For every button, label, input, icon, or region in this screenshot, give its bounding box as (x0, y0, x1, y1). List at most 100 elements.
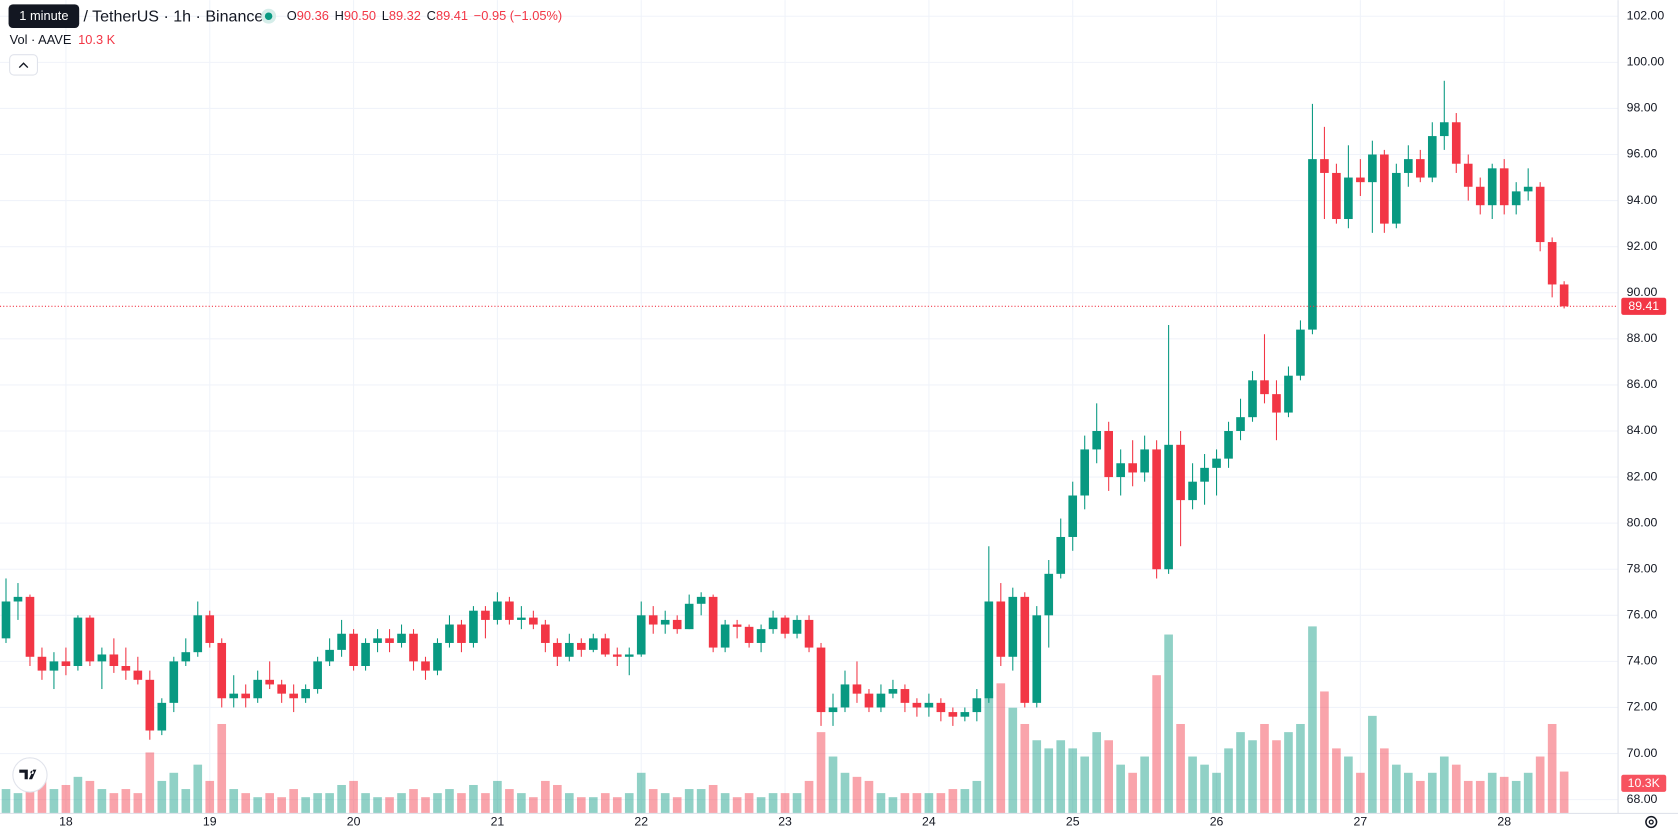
candle-body (1116, 463, 1125, 478)
x-tick-label: 22 (634, 814, 648, 828)
volume-bar (1116, 764, 1125, 814)
candle-body (1236, 417, 1245, 431)
tradingview-logo (12, 757, 48, 793)
candle-body (361, 642, 370, 666)
candle-body (313, 661, 322, 690)
y-tick-label: 70.00 (1627, 746, 1658, 760)
volume-bar (1104, 740, 1113, 814)
y-tick-label: 90.00 (1627, 285, 1658, 299)
volume-bar (1008, 707, 1018, 814)
x-tick-label: 20 (347, 814, 361, 828)
candle-body (900, 689, 910, 703)
volume-bar (193, 764, 203, 814)
volume-bar (1320, 691, 1329, 814)
volume-title: Vol · AAVE (10, 32, 72, 47)
candles (1, 80, 1569, 740)
volume-bar (1020, 723, 1030, 814)
volume-bar (696, 789, 706, 814)
candle-body (109, 654, 119, 666)
candle-body (517, 617, 526, 620)
candle-body (1284, 375, 1293, 413)
candle-body (864, 693, 874, 708)
volume-bar (1296, 723, 1305, 814)
candle-body (768, 617, 778, 630)
candle-body (1392, 172, 1401, 224)
volume-bar (576, 797, 586, 814)
y-tick-label: 86.00 (1627, 377, 1658, 391)
x-tick-label: 19 (203, 814, 217, 828)
symbol-title: / TetherUS · 1h · Binance (83, 7, 263, 25)
x-tick-label: 23 (778, 814, 792, 828)
candle-body (181, 652, 191, 662)
y-tick-label: 78.00 (1627, 561, 1658, 575)
candle-body (37, 656, 47, 671)
candle-body (804, 619, 814, 648)
volume-bar (445, 789, 454, 814)
candle-body (624, 654, 634, 657)
volume-bar (517, 793, 526, 814)
gear-icon[interactable] (1645, 815, 1658, 829)
candle-body (1559, 284, 1569, 307)
candle-body (1152, 449, 1161, 570)
candle-body (1044, 573, 1054, 616)
candle-body (1380, 154, 1389, 224)
candle-body (145, 679, 155, 731)
volume-bar (900, 793, 910, 814)
last-price-tag (1621, 297, 1667, 315)
candle-body (744, 626, 754, 643)
gear-center (1648, 819, 1654, 825)
volume-bar (505, 789, 514, 814)
candle-body (1404, 159, 1413, 173)
candle-body (708, 596, 718, 648)
candle-body (912, 702, 922, 708)
volume-bar (732, 797, 742, 814)
candle-body (1104, 430, 1113, 478)
volume-bar (145, 752, 155, 814)
tooltip: 1 minute (19, 8, 68, 23)
candle-body (1439, 122, 1449, 137)
volume-bar (37, 780, 47, 814)
volume-bar (1140, 756, 1149, 814)
volume-bar (780, 793, 790, 814)
volume-bar (1499, 776, 1509, 814)
volume-bar (876, 793, 886, 814)
candle-body (85, 617, 95, 662)
x-tick-label: 25 (1066, 814, 1080, 828)
volume-bar (636, 772, 646, 814)
candle-body (1176, 444, 1185, 501)
volume-bar (1212, 772, 1221, 814)
volume-bar (936, 793, 946, 814)
volume-bar (313, 793, 322, 814)
volume-bar (217, 723, 227, 814)
candle-body (828, 707, 838, 713)
volume-bar (277, 797, 286, 814)
ohlc-value: 90.36 (297, 9, 329, 24)
volume-bar (948, 789, 958, 814)
volume-bar (325, 793, 334, 814)
candle-body (1056, 536, 1066, 574)
candle-body (25, 596, 35, 657)
volume-bar (373, 797, 382, 814)
collapse-button[interactable] (9, 54, 38, 76)
candle-body (1487, 168, 1497, 206)
volume-pane (1, 626, 1569, 814)
volume-bar (529, 797, 538, 814)
y-tick-label: 88.00 (1627, 331, 1658, 345)
volume-bar (1260, 723, 1269, 814)
candle-body (732, 624, 742, 627)
candle-body (1332, 172, 1341, 220)
y-tick-label: 76.00 (1627, 608, 1658, 622)
volume-bar (912, 793, 922, 814)
volume-bar (541, 780, 550, 814)
y-tick-label: 68.00 (1627, 792, 1658, 806)
settings-gear[interactable] (1645, 815, 1658, 829)
candle-body (457, 624, 466, 643)
candle-body (1200, 467, 1209, 482)
candle-body (1320, 159, 1329, 173)
volume-bar (421, 797, 430, 814)
candle-body (1224, 430, 1233, 459)
candle-body (1188, 481, 1197, 501)
y-tick-label: 72.00 (1627, 700, 1658, 714)
volume-bar (253, 797, 263, 814)
